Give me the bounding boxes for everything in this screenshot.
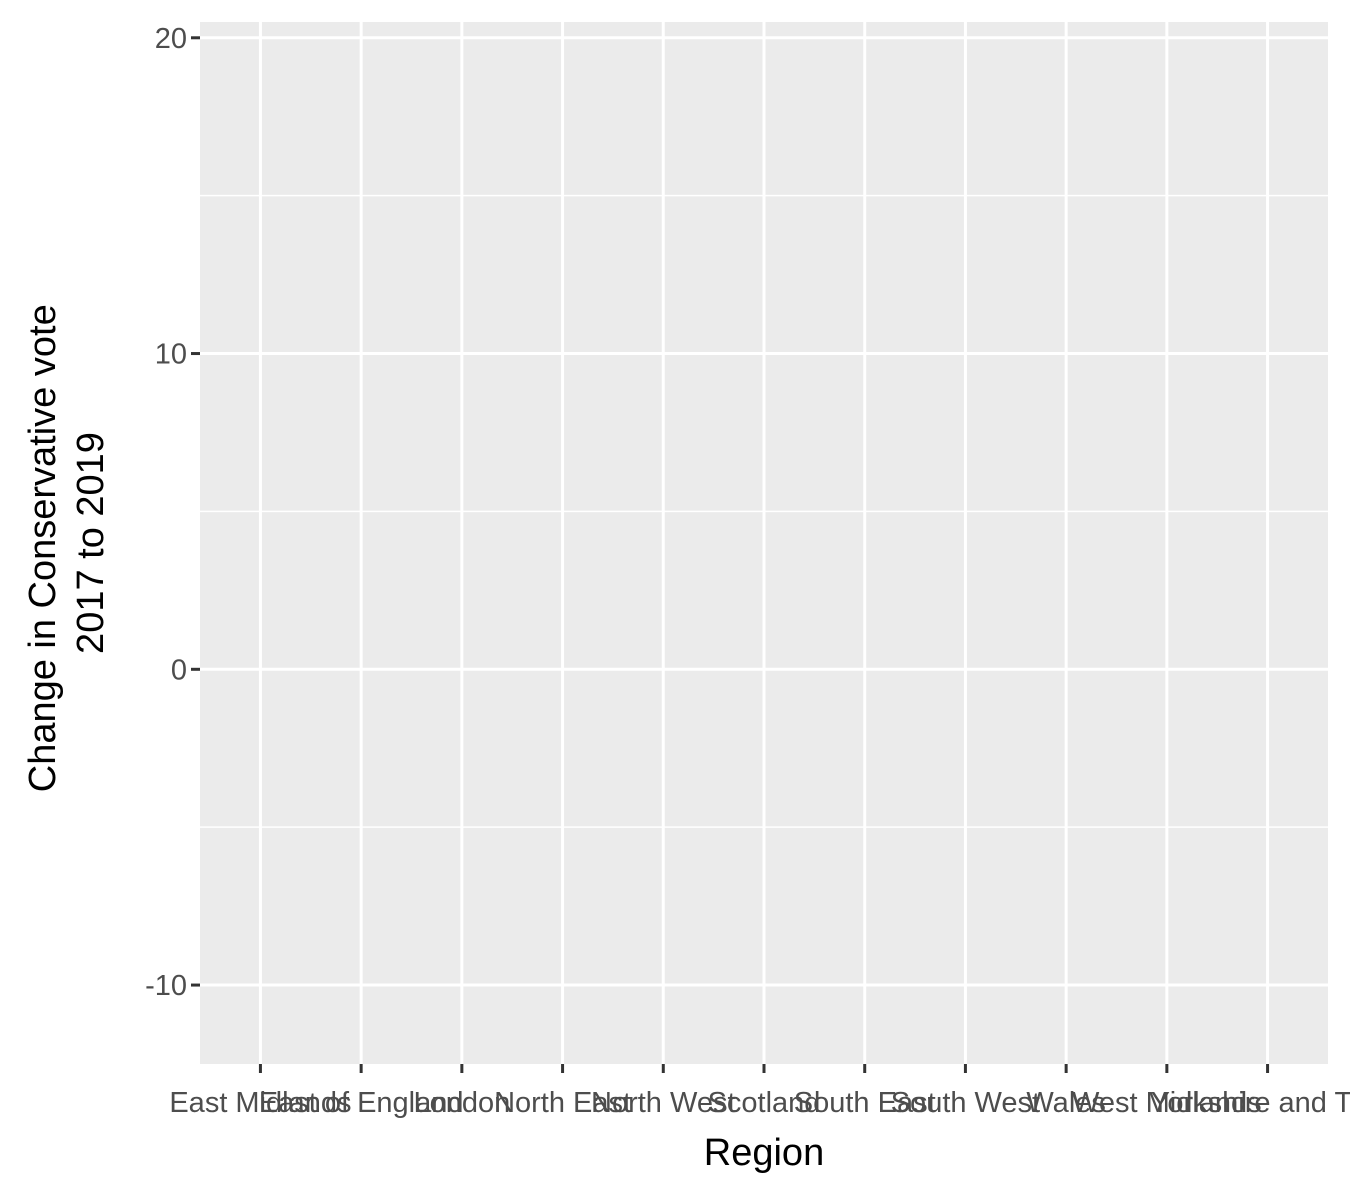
x-tick-label: East Midlands	[169, 1087, 351, 1119]
y-tick-label: 20	[155, 23, 187, 55]
y-tick-label: 10	[155, 339, 187, 371]
grid-major	[200, 22, 1328, 1064]
x-tick-label: East of England	[259, 1087, 464, 1119]
x-tick-label: South West	[891, 1087, 1040, 1119]
x-tick-label: South East	[794, 1087, 936, 1119]
y-axis: -10 0 10 20	[145, 23, 200, 1002]
x-tick-label: Scotland	[708, 1087, 821, 1119]
x-tick-label: Yorkshire and The	[1151, 1087, 1350, 1119]
y-tick-label: 0	[171, 654, 187, 686]
x-tick-label: London	[413, 1087, 510, 1119]
x-tick-label: North West	[591, 1087, 736, 1119]
x-tick-label: West Midlands	[1072, 1087, 1262, 1119]
x-axis-title: Region	[704, 1132, 824, 1174]
y-axis-title-line-1: Change in Conservative vote	[22, 304, 64, 792]
y-axis-title-line-2: 2017 to 2019	[70, 432, 112, 654]
x-tick-label: North East	[494, 1087, 631, 1119]
y-tick-label: -10	[145, 970, 187, 1002]
x-tick-label: Wales	[1026, 1087, 1106, 1119]
y-axis-title: Change in Conservative vote 2017 to 2019	[22, 294, 112, 793]
